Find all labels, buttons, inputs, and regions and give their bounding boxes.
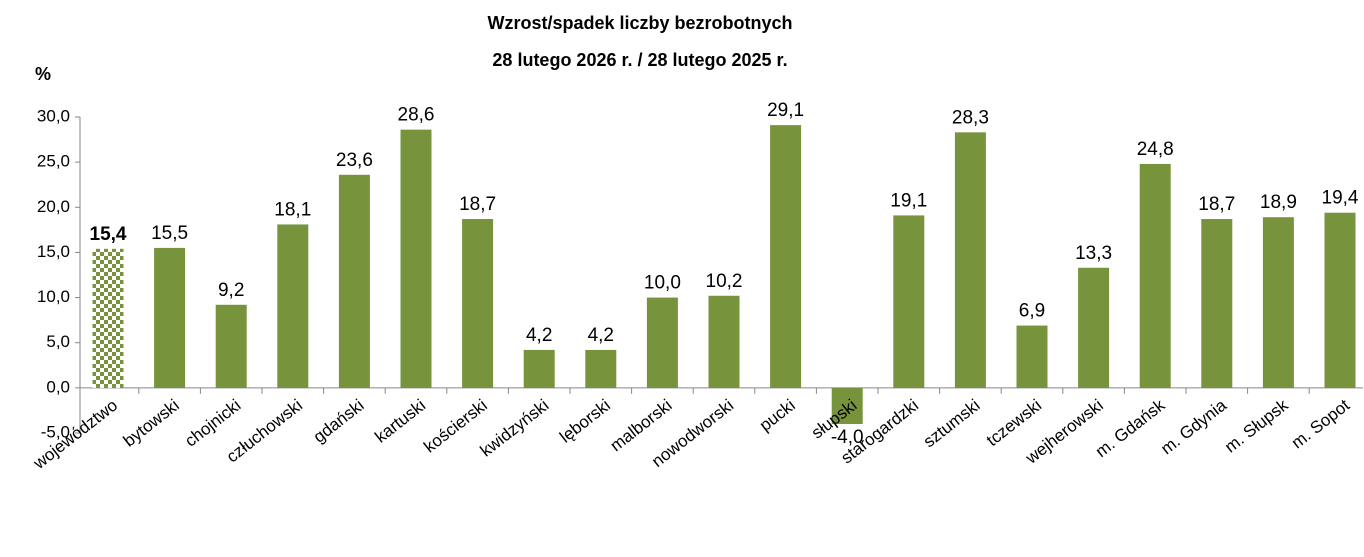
chart-subtitle: 28 lutego 2026 r. / 28 lutego 2025 r.: [492, 50, 787, 70]
value-label: 15,4: [90, 224, 127, 245]
x-tick-label: gdański: [310, 396, 368, 447]
x-tick-label: m. Słupsk: [1221, 395, 1292, 456]
bar: [400, 129, 432, 388]
y-tick-label: 0,0: [46, 377, 70, 396]
bar: [1139, 163, 1171, 388]
x-tick-label: sztumski: [920, 396, 984, 452]
value-label: 28,6: [398, 105, 435, 126]
bar: [154, 247, 186, 388]
value-label: 10,2: [706, 271, 743, 292]
value-label: 29,1: [767, 100, 804, 121]
y-tick-label: 25,0: [37, 152, 70, 171]
value-label: 6,9: [1019, 301, 1045, 322]
value-label: 4,2: [588, 325, 614, 346]
bar: [954, 132, 986, 388]
y-tick-label: 15,0: [37, 242, 70, 261]
value-label: 23,6: [336, 150, 373, 171]
y-tick-label: 30,0: [37, 106, 70, 125]
y-axis-label: %: [35, 64, 51, 84]
bar: [893, 215, 925, 388]
value-label: 19,1: [890, 190, 927, 211]
bar: [462, 219, 494, 388]
value-label: 24,8: [1137, 139, 1174, 160]
value-label: -4,0: [831, 427, 864, 448]
value-label: 9,2: [218, 280, 244, 301]
x-tick-label: kartuski: [371, 396, 429, 447]
x-tick-label: lęborski: [556, 396, 614, 447]
x-tick-label: m. Gdańsk: [1092, 395, 1169, 461]
x-tick-label: m. Gdynia: [1157, 395, 1230, 458]
value-label: 18,7: [1198, 194, 1235, 215]
bar: [92, 248, 124, 388]
bar: [215, 304, 247, 388]
bar: [831, 387, 863, 424]
y-tick-label: 20,0: [37, 197, 70, 216]
bar: [277, 224, 309, 388]
bar: [770, 125, 802, 388]
bar: [1262, 217, 1294, 388]
y-tick-label: -5,0: [41, 422, 70, 441]
y-tick-label: 5,0: [46, 332, 70, 351]
value-label: 18,7: [459, 194, 496, 215]
value-label: 10,0: [644, 273, 681, 294]
value-label: 4,2: [526, 325, 552, 346]
chart-title: Wzrost/spadek liczby bezrobotnych: [487, 13, 792, 33]
value-label: 28,3: [952, 107, 989, 128]
bar: [585, 349, 617, 388]
value-label: 13,3: [1075, 243, 1112, 264]
bar: [1078, 267, 1110, 388]
x-tick-label: kwidzyński: [477, 396, 553, 461]
value-label: 19,4: [1322, 188, 1359, 209]
y-tick-label: 10,0: [37, 287, 70, 306]
bar: [1324, 212, 1356, 388]
bar: [708, 295, 740, 388]
bar: [646, 297, 678, 388]
x-tick-label: bytowski: [120, 396, 183, 451]
x-tick-label: m. Sopot: [1288, 395, 1354, 452]
bar: [1016, 325, 1048, 388]
bar: [523, 349, 555, 388]
value-label: 18,9: [1260, 192, 1297, 213]
bar: [338, 174, 370, 388]
value-label: 18,1: [274, 199, 311, 220]
bar: [1201, 219, 1233, 388]
x-tick-label: pucki: [756, 396, 799, 435]
value-label: 15,5: [151, 223, 188, 244]
